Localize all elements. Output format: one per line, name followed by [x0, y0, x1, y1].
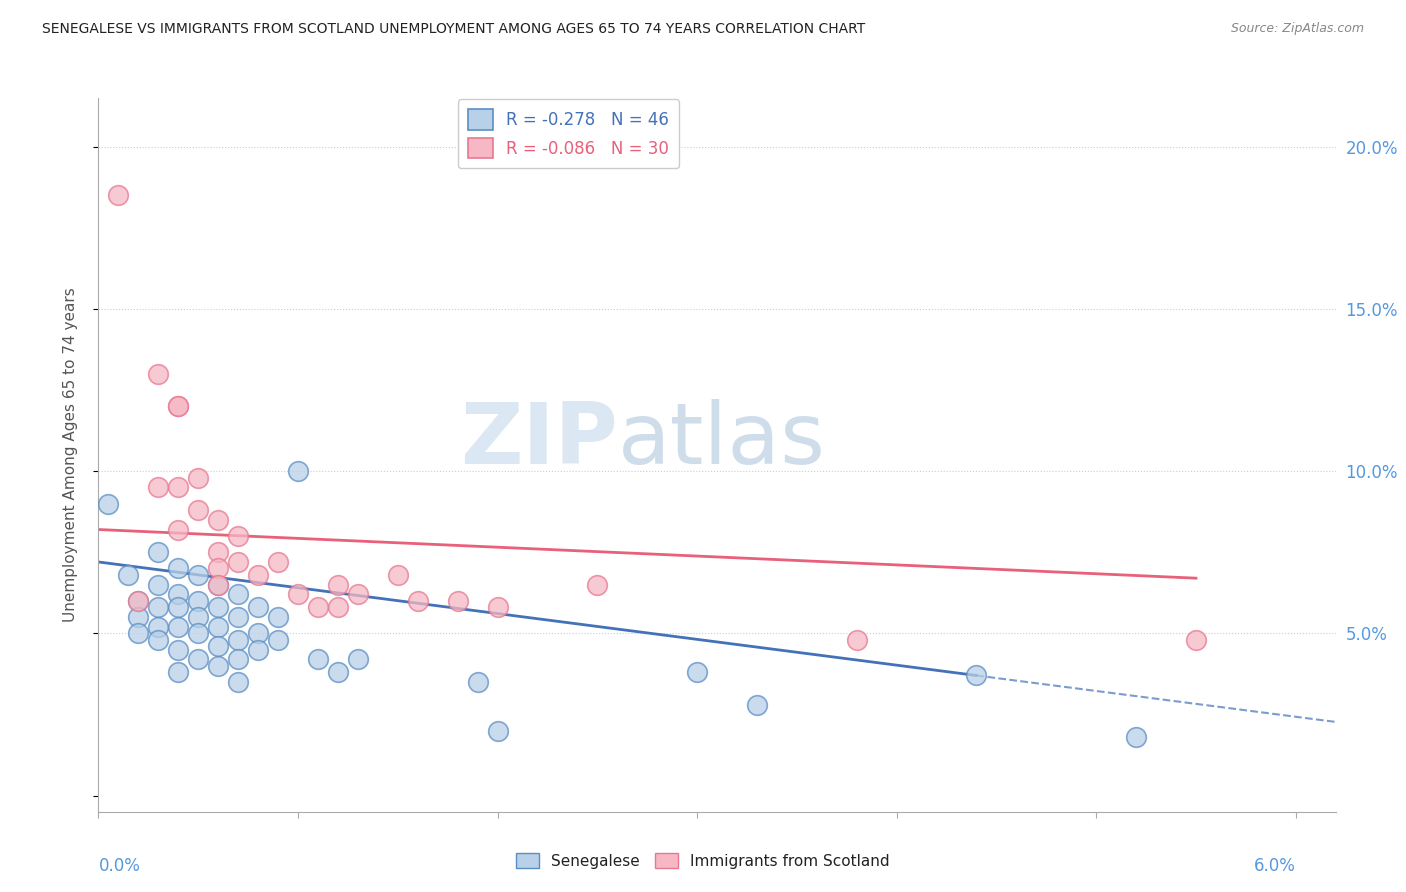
Point	[745, 698, 768, 712]
Point	[226, 529, 249, 543]
Point	[467, 675, 489, 690]
Point	[167, 642, 190, 657]
Point	[187, 610, 209, 624]
Point	[486, 600, 509, 615]
Point	[127, 594, 149, 608]
Point	[207, 600, 229, 615]
Point	[247, 626, 270, 640]
Point	[167, 480, 190, 494]
Point	[167, 399, 190, 413]
Point	[267, 632, 290, 647]
Point	[226, 675, 249, 690]
Point	[287, 587, 309, 601]
Point	[307, 652, 329, 666]
Point	[226, 587, 249, 601]
Point	[226, 610, 249, 624]
Point	[347, 652, 370, 666]
Point	[187, 626, 209, 640]
Point	[207, 513, 229, 527]
Point	[326, 665, 349, 680]
Text: SENEGALESE VS IMMIGRANTS FROM SCOTLAND UNEMPLOYMENT AMONG AGES 65 TO 74 YEARS CO: SENEGALESE VS IMMIGRANTS FROM SCOTLAND U…	[42, 22, 866, 37]
Point	[167, 523, 190, 537]
Point	[207, 545, 229, 559]
Point	[187, 503, 209, 517]
Point	[347, 587, 370, 601]
Point	[387, 568, 409, 582]
Text: 0.0%: 0.0%	[98, 857, 141, 875]
Point	[247, 600, 270, 615]
Point	[207, 640, 229, 654]
Point	[148, 632, 170, 647]
Point	[187, 470, 209, 484]
Point	[446, 594, 468, 608]
Point	[148, 577, 170, 591]
Point	[148, 545, 170, 559]
Point	[226, 632, 249, 647]
Legend: Senegalese, Immigrants from Scotland: Senegalese, Immigrants from Scotland	[510, 847, 896, 875]
Point	[148, 620, 170, 634]
Point	[247, 568, 270, 582]
Point	[207, 577, 229, 591]
Point	[167, 600, 190, 615]
Point	[307, 600, 329, 615]
Point	[127, 626, 149, 640]
Point	[1185, 632, 1208, 647]
Point	[187, 594, 209, 608]
Point	[207, 577, 229, 591]
Text: 6.0%: 6.0%	[1254, 857, 1296, 875]
Point	[267, 610, 290, 624]
Point	[586, 577, 609, 591]
Point	[207, 561, 229, 575]
Y-axis label: Unemployment Among Ages 65 to 74 years: Unemployment Among Ages 65 to 74 years	[63, 287, 77, 623]
Point	[107, 188, 129, 202]
Point	[326, 577, 349, 591]
Point	[207, 620, 229, 634]
Point	[117, 568, 139, 582]
Point	[287, 464, 309, 478]
Point	[167, 561, 190, 575]
Point	[247, 642, 270, 657]
Text: Source: ZipAtlas.com: Source: ZipAtlas.com	[1230, 22, 1364, 36]
Point	[167, 620, 190, 634]
Point	[486, 723, 509, 738]
Legend: R = -0.278   N = 46, R = -0.086   N = 30: R = -0.278 N = 46, R = -0.086 N = 30	[458, 99, 679, 169]
Point	[207, 658, 229, 673]
Point	[127, 610, 149, 624]
Text: ZIP: ZIP	[460, 399, 619, 483]
Point	[148, 600, 170, 615]
Point	[326, 600, 349, 615]
Point	[148, 367, 170, 381]
Point	[267, 555, 290, 569]
Point	[686, 665, 709, 680]
Point	[97, 497, 120, 511]
Point	[845, 632, 868, 647]
Point	[167, 399, 190, 413]
Text: atlas: atlas	[619, 399, 827, 483]
Point	[226, 652, 249, 666]
Point	[187, 568, 209, 582]
Point	[127, 594, 149, 608]
Point	[187, 652, 209, 666]
Point	[167, 665, 190, 680]
Point	[406, 594, 429, 608]
Point	[1125, 730, 1147, 744]
Point	[167, 587, 190, 601]
Point	[226, 555, 249, 569]
Point	[966, 668, 988, 682]
Point	[148, 480, 170, 494]
